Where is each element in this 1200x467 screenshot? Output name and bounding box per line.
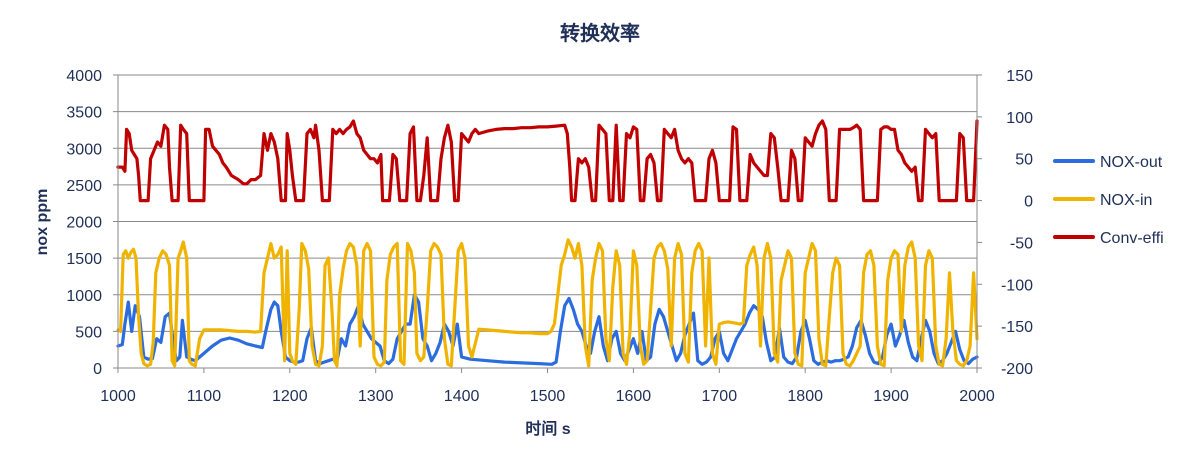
x-tick-label: 1700 bbox=[702, 388, 738, 405]
y-right-tick-label: 50 bbox=[1015, 152, 1033, 169]
y-left-tick-label: 1000 bbox=[66, 288, 102, 305]
y-left-tick-label: 3000 bbox=[66, 141, 102, 158]
tick-labels: 1000 1100 1200 1300 1400 1500 1600 1700 1800 1900… bbox=[66, 68, 1033, 405]
series-layer bbox=[116, 119, 979, 368]
x-tick-label: 2000 bbox=[959, 388, 995, 405]
x-axis-label: 时间 s bbox=[525, 419, 570, 438]
y-left-tick-label: 1500 bbox=[66, 251, 102, 268]
x-tick-label: 1400 bbox=[444, 388, 480, 405]
y-right-tick-label: -50 bbox=[1010, 235, 1033, 252]
series-line-conv-effi bbox=[116, 119, 979, 203]
legend-label-nox-in: NOX-in bbox=[1100, 192, 1152, 209]
axes bbox=[113, 74, 982, 373]
chart-title: 转换效率 bbox=[560, 21, 640, 45]
y-axis-label: nox ppm bbox=[34, 189, 51, 256]
series-line-nox-out bbox=[116, 293, 979, 366]
y-left-tick-label: 0 bbox=[93, 361, 102, 378]
y-right-tick-label: -100 bbox=[1001, 277, 1033, 294]
y-left-tick-label: 500 bbox=[75, 324, 102, 341]
x-tick-label: 1100 bbox=[187, 388, 222, 405]
x-tick-label: 1900 bbox=[873, 388, 909, 405]
y-left-tick-label: 2000 bbox=[66, 215, 102, 232]
legend-label-conv-effi: Conv-effi bbox=[1100, 230, 1164, 247]
y-left-tick-label: 4000 bbox=[66, 68, 102, 85]
x-tick-label: 1600 bbox=[616, 388, 652, 405]
legend: NOX-out NOX-in Conv-effi bbox=[1053, 154, 1164, 247]
legend-label-nox-out: NOX-out bbox=[1100, 154, 1163, 171]
series-line-nox-in bbox=[116, 238, 979, 368]
y-right-tick-label: 0 bbox=[1024, 194, 1033, 211]
x-tick-label: 1800 bbox=[787, 388, 823, 405]
x-tick-label: 1500 bbox=[530, 388, 566, 405]
y-left-tick-label: 3500 bbox=[66, 105, 102, 122]
y-right-tick-label: -150 bbox=[1001, 319, 1033, 336]
x-tick-label: 1000 bbox=[100, 388, 136, 405]
y-right-tick-label: 150 bbox=[1006, 68, 1033, 85]
y-right-tick-label: -200 bbox=[1001, 361, 1033, 378]
x-tick-label: 1300 bbox=[358, 388, 394, 405]
grid-lines bbox=[118, 74, 977, 332]
y-right-tick-label: 100 bbox=[1006, 110, 1033, 127]
y-left-tick-label: 2500 bbox=[66, 178, 102, 195]
x-tick-label: 1200 bbox=[272, 388, 308, 405]
